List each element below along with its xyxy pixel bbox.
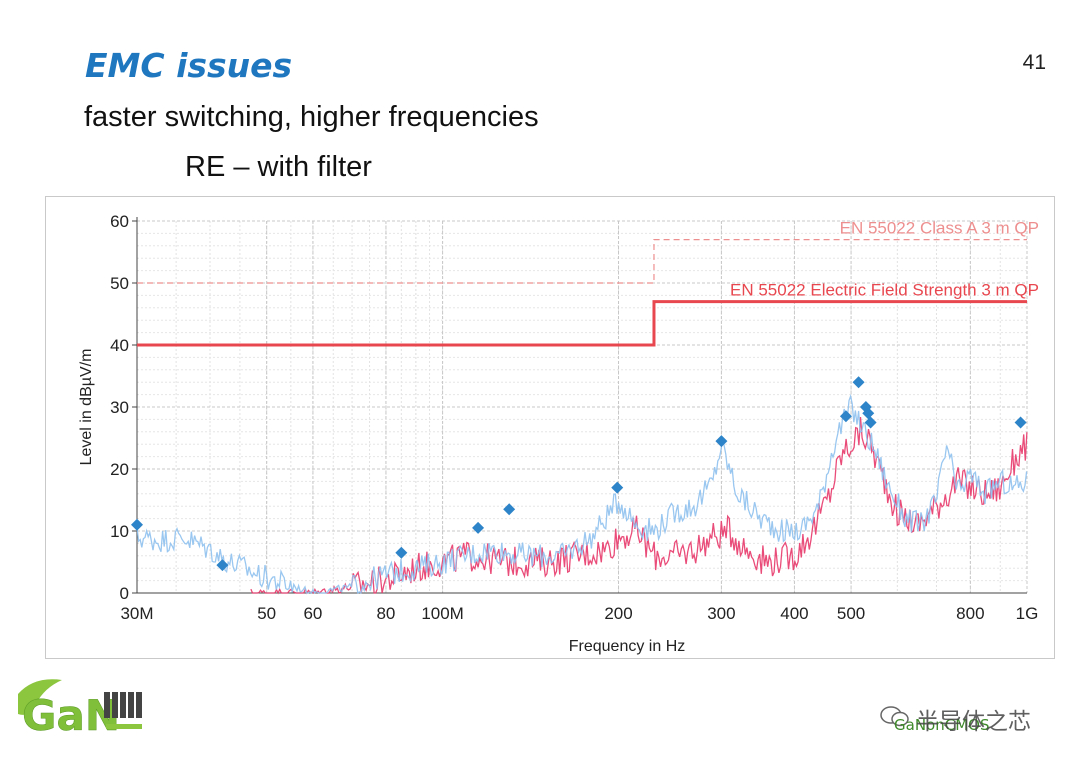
slide-number: 41 (1022, 51, 1046, 74)
logo-bar (136, 692, 142, 718)
wechat-icon (880, 706, 909, 727)
x-tick-label: 300 (707, 604, 735, 623)
logo-bar (120, 692, 126, 718)
class-a-limit-label: EN 55022 Class A 3 m QP (840, 219, 1039, 238)
peak-marker (472, 521, 485, 534)
peak-marker (503, 503, 516, 516)
peak-marker (131, 518, 143, 531)
peak-marker (611, 481, 624, 494)
y-tick-label: 40 (110, 336, 129, 355)
x-tick-label: 500 (837, 604, 865, 623)
x-tick-label: 80 (376, 604, 395, 623)
x-tick-label: 200 (604, 604, 632, 623)
peak-marker (862, 407, 875, 420)
field-strength-limit-line (137, 300, 1027, 347)
x-tick-label: 100M (421, 604, 464, 623)
x-tick-label: 800 (956, 604, 984, 623)
peak-marker (1014, 416, 1027, 429)
logo-bar (112, 692, 118, 718)
logo-bar (104, 692, 110, 718)
emc-chart: 0 10 20 30 40 50 60 30M 50 60 80 100M 200 300 400 500 80… (78, 212, 1039, 655)
blue-trace-line (136, 393, 1028, 595)
watermark: GaNonCMOS 半导体之芯 (880, 700, 1055, 738)
x-axis-title: Frequency in Hz (569, 638, 686, 655)
y-tick-label: 30 (110, 398, 129, 417)
peak-marker (839, 410, 852, 423)
chart-frame: 0 10 20 30 40 50 60 30M 50 60 80 100M 200 300 400 500 80… (45, 196, 1055, 659)
x-tick-label: 30M (120, 604, 153, 623)
x-tick-label: 60 (303, 604, 322, 623)
y-tick-label: 50 (110, 274, 129, 293)
slide-sub-subtitle: RE – with filter (185, 151, 372, 183)
peak-marker (852, 376, 865, 389)
logo-bar (128, 692, 134, 718)
slide-title: EMC issues (85, 46, 293, 85)
y-tick-label: 0 (120, 584, 129, 603)
logo-text: GaN (22, 691, 120, 738)
peak-marker (395, 546, 408, 559)
y-tick-label: 20 (110, 460, 129, 479)
gan-logo: GaN (18, 679, 142, 738)
x-tick-label: 1G (1016, 604, 1039, 623)
field-strength-limit-label: EN 55022 Electric Field Strength 3 m QP (730, 281, 1039, 300)
peak-marker (216, 559, 229, 572)
y-axis-title: Level in dBµV/m (78, 349, 95, 466)
x-tick-label: 400 (780, 604, 808, 623)
x-tick-label: 50 (257, 604, 276, 623)
pink-trace-line (250, 416, 1028, 595)
slide-subtitle: faster switching, higher frequencies (84, 101, 539, 133)
watermark-en: GaNonCMOS (894, 716, 990, 734)
y-tick-label: 60 (110, 212, 129, 231)
logo-leaf-icon (18, 679, 62, 715)
watermark-cn: 半导体之芯 (916, 709, 1031, 735)
peak-marker (864, 416, 877, 429)
logo-chip-pins (106, 724, 142, 729)
y-tick-label: 10 (110, 522, 129, 541)
peak-marker (715, 435, 728, 448)
